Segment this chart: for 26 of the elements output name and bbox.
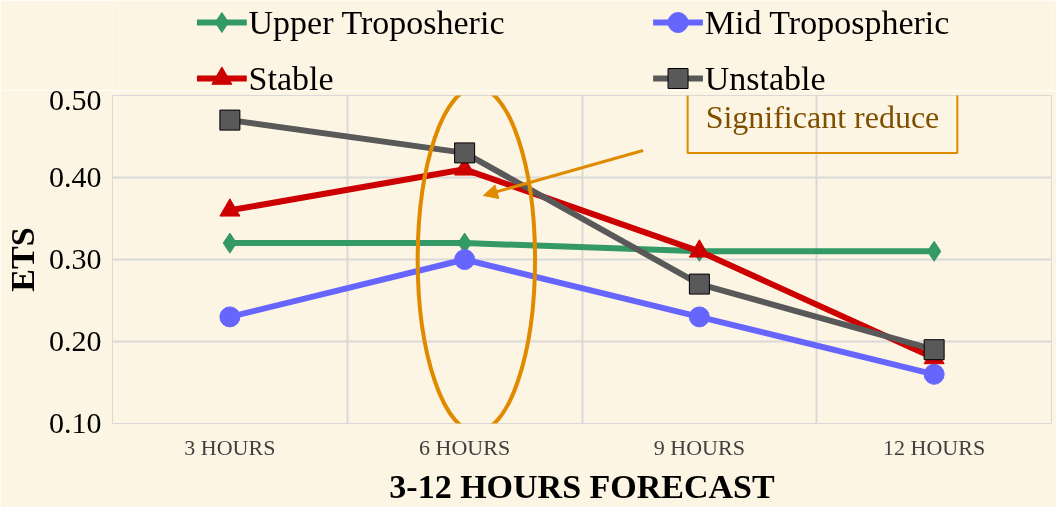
x-axis-title: 3-12 HOURS FORECAST: [389, 467, 776, 505]
point: [454, 249, 476, 270]
legend-label: Stable: [248, 60, 334, 97]
point: [219, 306, 241, 328]
point: [923, 339, 945, 361]
point: [219, 109, 241, 131]
x-tick-label: 9 HOURS: [653, 434, 745, 460]
x-tick-label: 3 HOURS: [184, 434, 276, 460]
x-tick-label: 12 HOURS: [883, 434, 986, 460]
legend-label: Mid Tropospheric: [704, 4, 950, 41]
point: [926, 240, 942, 262]
point: [454, 142, 476, 164]
point: [923, 363, 945, 385]
y-tick-label: 0.20: [49, 324, 102, 357]
y-tick-label: 0.10: [49, 406, 102, 439]
point: [688, 306, 710, 328]
x-tick-label: 6 HOURS: [419, 434, 511, 460]
legend-label: Unstable: [704, 60, 826, 97]
legend-label: Upper Troposheric: [248, 4, 505, 41]
y-tick-label: 0.50: [49, 82, 102, 116]
annotation: Significant reduce: [705, 98, 940, 135]
y-tick-label: 0.30: [49, 242, 102, 275]
point: [222, 232, 238, 254]
point: [688, 273, 710, 295]
y-tick-label: 0.40: [49, 160, 102, 193]
y-axis-title: ETS: [4, 227, 41, 292]
